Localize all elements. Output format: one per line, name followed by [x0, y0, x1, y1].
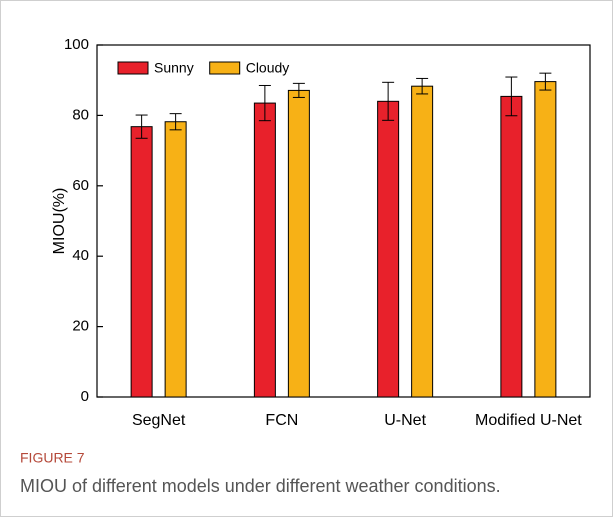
plot-frame	[96, 44, 591, 398]
y-axis-label: MIOU(%)	[51, 188, 68, 255]
caption-label: FIGURE 7	[20, 450, 85, 466]
error-bar	[292, 82, 305, 98]
y-tick-label: 40	[72, 247, 89, 264]
error-bar	[505, 76, 518, 117]
x-tick-label: FCN	[265, 412, 298, 429]
y-tick-label: 100	[64, 36, 89, 53]
bar	[164, 121, 187, 398]
bar	[377, 100, 400, 398]
bar	[534, 81, 557, 398]
legend-swatch	[117, 61, 149, 75]
error-bar	[382, 81, 395, 121]
bar	[411, 85, 434, 398]
error-bar	[169, 113, 182, 131]
bar	[500, 95, 523, 398]
bar	[287, 89, 310, 398]
x-tick-label: Modified U-Net	[475, 412, 582, 429]
error-bar	[539, 72, 552, 91]
error-bar	[135, 114, 148, 139]
caption-text: MIOU of different models under different…	[20, 476, 501, 496]
y-tick-label: 80	[72, 106, 89, 123]
legend-swatch	[209, 61, 241, 75]
y-tick-label: 20	[72, 318, 89, 335]
error-bar	[416, 77, 429, 95]
legend-label: Cloudy	[246, 60, 290, 76]
x-tick-label: U-Net	[384, 412, 426, 429]
legend-label: Sunny	[154, 60, 194, 76]
y-tick-label: 60	[72, 177, 89, 194]
bar	[130, 126, 153, 398]
bar	[253, 102, 276, 398]
y-tick-label: 0	[81, 388, 89, 405]
error-bar	[258, 84, 271, 122]
x-tick-label: SegNet	[132, 412, 186, 429]
